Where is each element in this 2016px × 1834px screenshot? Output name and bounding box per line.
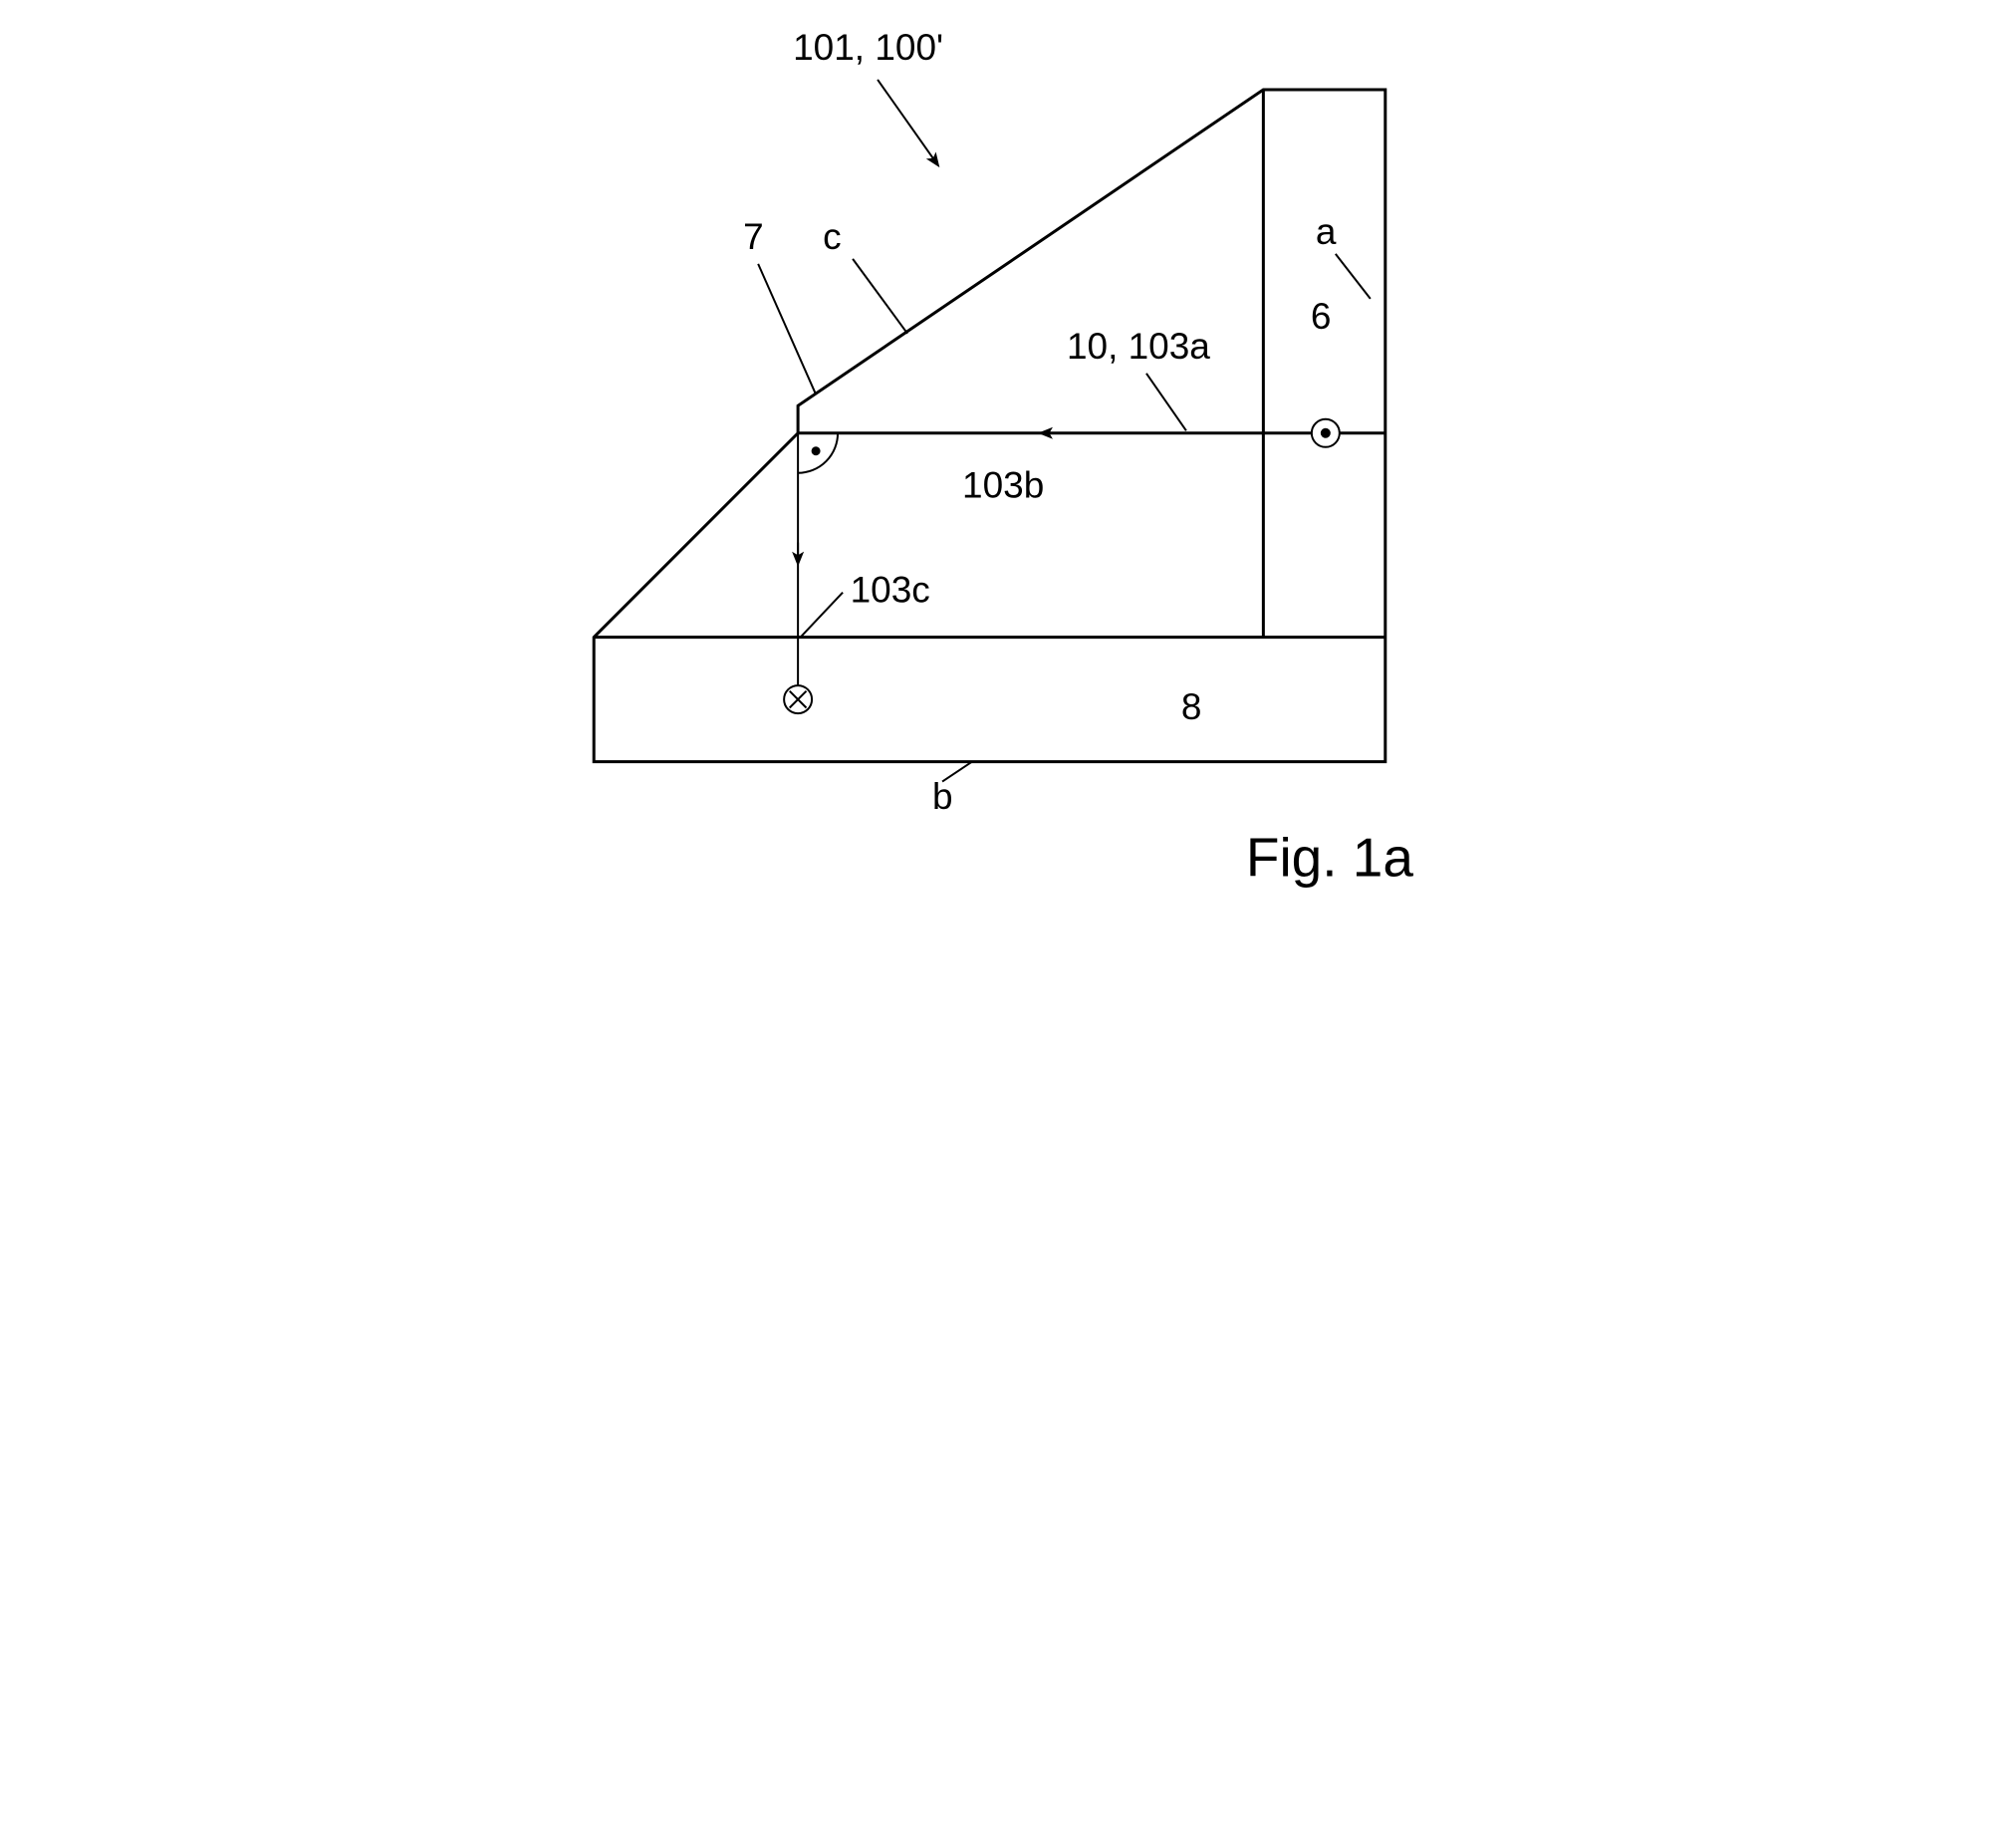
leader-lines (758, 80, 1371, 782)
label-eight: 8 (1181, 686, 1202, 727)
right-angle-symbol (798, 433, 838, 473)
arrow-101 (878, 80, 937, 164)
lead-7 (758, 264, 815, 393)
lead-103c (801, 593, 843, 638)
label-b103: 103b (962, 465, 1044, 506)
label-b: b (932, 776, 953, 817)
label-fig: Fig. 1a (1246, 827, 1413, 889)
lead-10 (1146, 374, 1186, 430)
label-six: 6 (1311, 296, 1332, 337)
prism-outline (594, 90, 1386, 762)
label-c: c (823, 216, 841, 257)
lead-c (853, 259, 907, 334)
labels: 101, 100' 7 c a 6 10, 103a 103b 103c 8 b Fig. 1a (743, 27, 1413, 889)
inner-lines (594, 90, 1386, 638)
lead-a (1336, 254, 1371, 299)
label-ten: 10, 103a (1067, 326, 1210, 367)
label-seven: 7 (743, 216, 764, 257)
label-top_ref: 101, 100' (793, 27, 943, 68)
beam-path (784, 419, 1340, 713)
figure-1a: 101, 100' 7 c a 6 10, 103a 103b 103c 8 b Fig. 1a (504, 0, 1512, 917)
label-c103: 103c (851, 570, 930, 611)
label-a: a (1316, 211, 1337, 252)
